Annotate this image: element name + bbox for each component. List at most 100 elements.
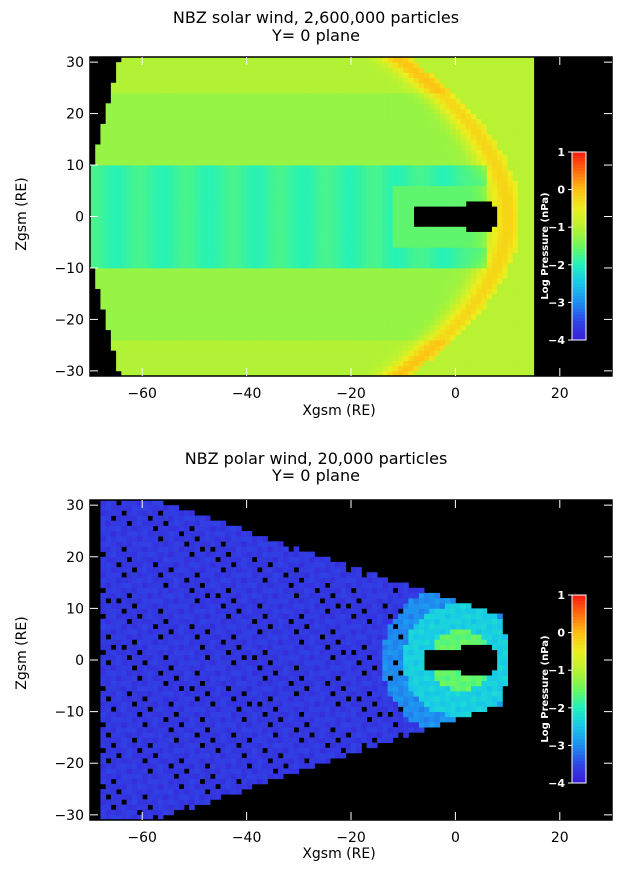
heatmap-cell: [319, 303, 326, 310]
heatmap-cell: [105, 231, 112, 238]
heatmap-cell: [168, 334, 174, 341]
heatmap-cell: [157, 247, 164, 253]
heatmap-cell: [220, 360, 227, 367]
heatmap-cell: [460, 129, 467, 135]
heatmap-cell: [147, 77, 154, 84]
heatmap-cell: [403, 334, 409, 341]
heatmap-cell: [230, 339, 237, 346]
heatmap-cell: [439, 345, 446, 351]
heatmap-cell: [241, 237, 247, 243]
heatmap-cell: [486, 144, 493, 151]
heatmap-cell: [293, 103, 300, 109]
heatmap-cell: [330, 139, 336, 145]
heatmap-cell: [257, 288, 263, 295]
heatmap-cell: [502, 350, 508, 356]
heatmap-cell: [403, 355, 409, 361]
heatmap-cell: [283, 339, 289, 346]
heatmap-cell: [319, 108, 326, 114]
heatmap-cell: [418, 118, 425, 125]
heatmap-cell: [121, 87, 127, 94]
heatmap-cell: [335, 98, 341, 104]
heatmap-cell: [319, 267, 326, 274]
heatmap-cell: [220, 345, 227, 351]
heatmap-cell: [267, 144, 274, 151]
heatmap-cell: [418, 190, 425, 197]
heatmap-cell: [147, 252, 154, 259]
heatmap-cell: [324, 324, 331, 331]
heatmap-cell: [439, 329, 446, 336]
heatmap-cell: [460, 365, 467, 372]
heatmap-cell: [507, 87, 514, 94]
heatmap-cell: [371, 334, 378, 341]
heatmap-cell: [293, 72, 300, 78]
heatmap-cell: [215, 144, 221, 151]
heatmap-cell: [277, 334, 284, 341]
heatmap-cell: [126, 309, 133, 315]
heatmap-cell: [110, 298, 117, 305]
heatmap-cell: [246, 180, 253, 187]
heatmap-cell: [335, 298, 341, 305]
heatmap-cell: [131, 165, 138, 171]
heatmap-cell: [309, 267, 315, 274]
heatmap-cell: [507, 93, 514, 99]
heatmap-cell: [356, 139, 362, 145]
heatmap-cell: [319, 309, 326, 315]
heatmap-cell: [288, 339, 294, 346]
heatmap-cell: [288, 103, 294, 109]
heatmap-cell: [288, 123, 294, 130]
heatmap-cell: [116, 226, 122, 233]
heatmap-cell: [225, 149, 232, 156]
heatmap-cell: [319, 221, 326, 228]
heatmap-cell: [163, 87, 169, 94]
heatmap-cell: [126, 334, 133, 341]
heatmap-cell: [163, 108, 169, 114]
heatmap-cell: [168, 129, 174, 135]
heatmap-cell: [230, 314, 237, 320]
heatmap-cell: [382, 165, 388, 171]
heatmap-cell: [387, 267, 394, 274]
heatmap-cell: [439, 283, 446, 289]
heatmap-cell: [220, 257, 227, 264]
heatmap-cell: [403, 319, 409, 325]
heatmap-cell: [444, 345, 451, 351]
heatmap-cell: [246, 87, 253, 94]
heatmap-cell: [361, 77, 368, 84]
heatmap-cell: [502, 242, 508, 248]
heatmap-cell: [408, 82, 415, 89]
heatmap-cell: [314, 334, 321, 341]
heatmap-cell: [95, 159, 101, 166]
heatmap-cell: [262, 82, 268, 89]
heatmap-cell: [131, 118, 138, 125]
heatmap-cell: [90, 211, 96, 217]
heatmap-cell: [434, 319, 441, 325]
heatmap-cell: [194, 180, 201, 187]
heatmap-cell: [481, 195, 488, 202]
heatmap-cell: [460, 108, 467, 114]
heatmap-cell: [147, 190, 154, 197]
heatmap-cell: [371, 324, 378, 331]
heatmap-cell: [163, 123, 169, 130]
heatmap-cell: [502, 370, 508, 377]
heatmap-cell: [110, 185, 117, 192]
heatmap-cell: [183, 324, 190, 331]
heatmap-cell: [507, 252, 514, 259]
heatmap-cell: [267, 237, 274, 243]
heatmap-cell: [267, 149, 274, 156]
heatmap-cell: [434, 118, 441, 125]
heatmap-cell: [377, 149, 383, 156]
heatmap-cell: [304, 314, 310, 320]
heatmap-cell: [277, 329, 284, 336]
heatmap-cell: [304, 82, 310, 89]
heatmap-cell: [330, 216, 336, 223]
heatmap-cell: [314, 309, 321, 315]
heatmap-cell: [147, 206, 154, 212]
heatmap-cell: [408, 113, 415, 120]
heatmap-cell: [387, 242, 394, 248]
heatmap-cell: [178, 303, 185, 310]
heatmap-cell: [241, 62, 247, 68]
heatmap-cell: [257, 185, 263, 192]
heatmap-cell: [481, 360, 488, 367]
heatmap-cell: [361, 278, 368, 284]
heatmap-cell: [283, 221, 289, 228]
heatmap-cell: [204, 298, 211, 305]
